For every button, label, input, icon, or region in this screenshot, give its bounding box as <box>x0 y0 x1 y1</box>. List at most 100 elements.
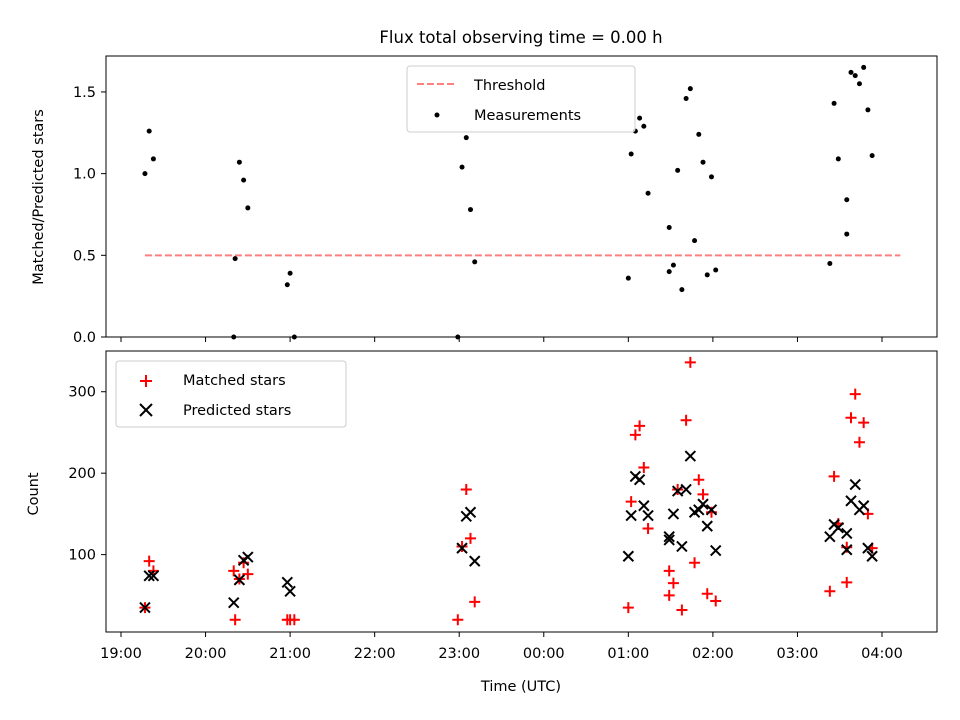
x-tick-label: 20:00 <box>185 646 227 662</box>
measurement-point <box>467 207 473 213</box>
ratio-legend-box <box>406 65 636 133</box>
ratio-y-tick-label: 1.5 <box>73 85 96 101</box>
measurement-point <box>641 123 647 129</box>
predicted-point <box>281 576 294 589</box>
predicted-point <box>622 550 635 562</box>
ratio-y-tick-label: 0.5 <box>73 248 96 264</box>
count-y-tick-label: 200 <box>68 466 96 482</box>
matched-point <box>667 577 679 589</box>
matched-point <box>663 565 675 577</box>
matched-point <box>710 595 722 607</box>
matched-point <box>849 388 861 400</box>
predicted-points <box>139 450 878 614</box>
measurement-point <box>692 238 698 244</box>
measurement-point <box>869 153 875 159</box>
measurement-point <box>679 287 685 293</box>
measurement-point <box>713 267 719 273</box>
measurement-point <box>683 95 689 101</box>
matched-point <box>228 565 240 577</box>
predicted-point <box>464 506 477 518</box>
matched-point <box>625 496 637 508</box>
measurement-point <box>459 164 465 170</box>
measurement-point <box>637 115 643 121</box>
matched-point <box>464 532 476 544</box>
matched-point <box>853 436 865 448</box>
predicted-point <box>638 500 650 512</box>
predicted-point <box>228 596 240 609</box>
matched-point <box>638 461 650 473</box>
matched-point <box>456 540 468 552</box>
matched-point <box>672 483 684 495</box>
measurement-point <box>831 100 837 106</box>
predicted-legend-label: Predicted stars <box>183 403 291 419</box>
measurement-point <box>827 260 833 266</box>
predicted-point <box>862 542 874 554</box>
x-tick-label: 19:00 <box>100 646 142 662</box>
matched-point <box>242 568 254 580</box>
predicted-point <box>676 540 688 553</box>
matched-point <box>841 576 853 588</box>
chart-title: Flux total observing time = 0.00 h <box>379 28 662 47</box>
measurement-point <box>284 282 290 288</box>
predicted-point <box>709 544 722 557</box>
measurement-point <box>625 275 631 281</box>
matched-point <box>663 589 675 601</box>
matched-point <box>858 417 870 429</box>
matched-point <box>693 474 705 486</box>
measurement-point <box>666 225 672 231</box>
matched-point <box>634 420 646 432</box>
predicted-point <box>866 550 878 562</box>
measurement-point <box>146 128 152 134</box>
measurement-point <box>844 231 850 237</box>
count-panel-y-ticks: 100 200 300 <box>68 385 106 564</box>
predicted-point <box>845 495 857 507</box>
ratio-panel-y-ticks: 0.0 0.5 1.0 1.5 <box>73 85 106 346</box>
ratio-y-tick-label: 1.0 <box>73 167 96 183</box>
measurements-legend-swatch <box>434 112 440 118</box>
predicted-point <box>663 534 675 546</box>
predicted-point <box>469 555 481 567</box>
measurement-point <box>865 107 871 113</box>
measurement-point <box>666 269 672 275</box>
measurement-points <box>142 64 875 340</box>
measurement-point <box>835 156 841 162</box>
predicted-point <box>242 551 254 563</box>
measurement-point <box>848 69 854 75</box>
predicted-point <box>139 601 151 614</box>
x-tick-label: 21:00 <box>269 646 311 662</box>
ratio-y-tick-label: 0.0 <box>73 330 96 346</box>
predicted-point <box>625 509 637 522</box>
ratio-panel-x-ticks <box>120 337 883 342</box>
predicted-point <box>824 530 836 543</box>
count-panel-frame <box>105 350 938 633</box>
count-legend-box <box>115 360 347 428</box>
matched-point <box>684 356 696 368</box>
predicted-point <box>642 509 654 522</box>
predicted-point <box>284 585 296 597</box>
matched-point <box>697 488 709 500</box>
count-panel-x-ticks: 19:00 20:00 21:00 22:00 23:00 00:00 01:00 02:00… <box>100 632 903 662</box>
predicted-point <box>671 485 684 497</box>
predicted-point <box>633 473 646 486</box>
ratio-panel-legend: Threshold Measurements <box>406 65 636 133</box>
measurement-point <box>670 262 676 268</box>
predicted-point <box>697 498 709 510</box>
measurement-point <box>236 159 242 165</box>
matched-point <box>845 412 857 424</box>
predicted-point <box>705 504 718 516</box>
measurement-point <box>856 81 862 87</box>
measurement-point <box>232 256 238 262</box>
matched-point <box>689 557 701 569</box>
measurement-point <box>628 151 634 157</box>
measurement-point <box>472 259 478 265</box>
predicted-point <box>680 483 692 496</box>
measurement-point <box>852 73 858 79</box>
x-tick-label: 04:00 <box>861 646 903 662</box>
predicted-point <box>147 570 160 582</box>
measurement-point <box>245 205 251 211</box>
matched-point <box>460 483 472 495</box>
matched-point <box>642 523 654 535</box>
measurement-point <box>675 167 681 173</box>
x-tick-label: 01:00 <box>607 646 649 662</box>
